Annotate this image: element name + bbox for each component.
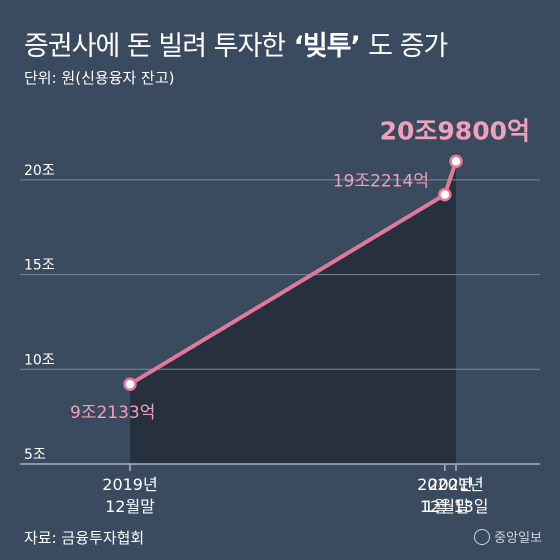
x-tick-label: 12월말 xyxy=(420,497,470,516)
chart-subtitle: 단위: 원(신용융자 잔고) xyxy=(24,69,175,87)
x-tick-label: 1월 13일 xyxy=(423,497,488,516)
y-tick-label: 10조 xyxy=(24,352,55,368)
y-tick-label: 20조 xyxy=(24,163,55,179)
source-note: 자료: 금융투자협회 xyxy=(24,529,145,547)
publisher-logo: 중앙일보 xyxy=(474,527,542,546)
chart-title: 증권사에 돈 빌려 투자한 ‘빚투’ 도 증가 xyxy=(24,24,448,63)
title-end: 도 증가 xyxy=(368,31,448,62)
data-point xyxy=(123,377,137,391)
data-point xyxy=(438,187,452,202)
y-tick-label: 15조 xyxy=(24,258,55,274)
data-point xyxy=(449,154,463,169)
title-main: 증권사에 돈 빌려 투자한 xyxy=(24,31,286,62)
x-tick-label: 2020년 xyxy=(417,475,472,494)
data-label: 9조2133억 xyxy=(70,403,155,423)
data-label: 19조2214억 xyxy=(333,172,429,192)
logo-circle-icon xyxy=(474,528,491,545)
y-tick-label: 5조 xyxy=(24,447,46,463)
title-highlight: ‘빚투’ xyxy=(293,31,361,62)
x-tick-label: 2021년 xyxy=(428,475,483,494)
x-tick-label: 2019년 xyxy=(102,475,157,494)
data-label: 20조9800억 xyxy=(380,116,530,145)
x-tick-label: 12월말 xyxy=(105,497,155,516)
area-fill xyxy=(130,161,456,464)
logo-text: 중앙일보 xyxy=(494,531,542,546)
